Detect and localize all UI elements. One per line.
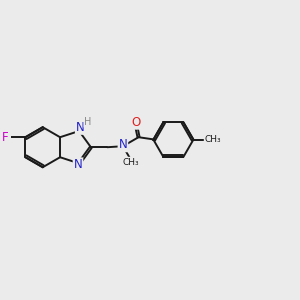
Text: N: N (118, 138, 127, 151)
Text: CH₃: CH₃ (123, 158, 140, 166)
Text: CH₃: CH₃ (205, 135, 221, 144)
Text: N: N (74, 158, 82, 171)
Text: O: O (131, 116, 140, 129)
Text: N: N (76, 121, 85, 134)
Text: H: H (84, 117, 92, 127)
Text: F: F (2, 131, 8, 144)
